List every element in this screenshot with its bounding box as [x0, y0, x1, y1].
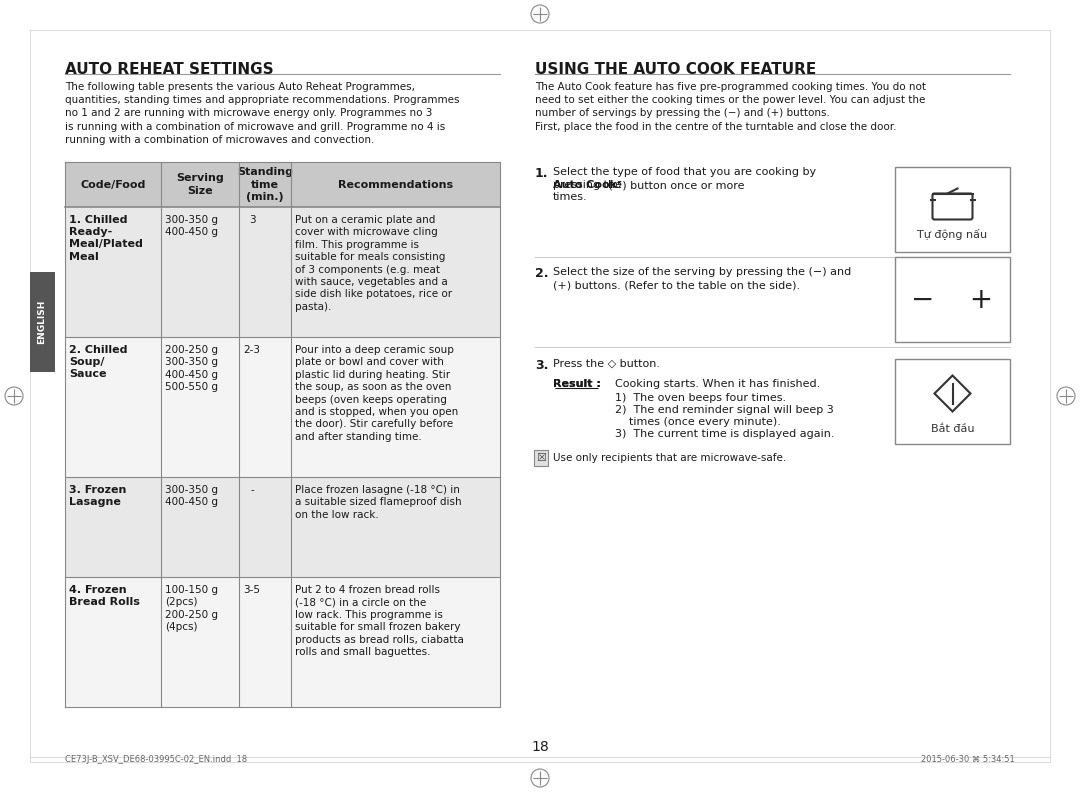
Text: Recommendations: Recommendations: [338, 180, 454, 189]
Text: times (once every minute).: times (once every minute).: [615, 417, 781, 427]
Text: 2. Chilled: 2. Chilled: [69, 345, 127, 355]
Text: Select the type of food that you are cooking by
pressing the: Select the type of food that you are coo…: [553, 167, 816, 190]
Bar: [65, 207, 500, 337]
Text: Use only recipients that are microwave-safe.: Use only recipients that are microwave-s…: [553, 453, 786, 463]
Text: Lasagne: Lasagne: [69, 497, 121, 507]
Text: Press the ◇ button.: Press the ◇ button.: [553, 359, 660, 369]
Text: Serving
Size: Serving Size: [176, 173, 224, 196]
Text: 100-150 g
(2pcs)
200-250 g
(4pcs): 100-150 g (2pcs) 200-250 g (4pcs): [164, 585, 218, 632]
Text: 4. Frozen: 4. Frozen: [69, 585, 126, 595]
Text: CE73J-B_XSV_DE68-03995C-02_EN.indd  18: CE73J-B_XSV_DE68-03995C-02_EN.indd 18: [65, 755, 247, 764]
Bar: [65, 477, 500, 577]
Text: Tự động nấu: Tự động nấu: [917, 229, 987, 240]
Text: -: -: [251, 485, 254, 495]
Text: 2-3: 2-3: [244, 345, 260, 355]
Text: times.: times.: [553, 192, 588, 202]
Text: Pour into a deep ceramic soup
plate or bowl and cover with
plastic lid during he: Pour into a deep ceramic soup plate or b…: [295, 345, 458, 442]
Text: Soup/
Sauce: Soup/ Sauce: [69, 357, 107, 379]
Text: Ready-
Meal/Plated
Meal: Ready- Meal/Plated Meal: [69, 227, 143, 262]
Text: 1)  The oven beeps four times.: 1) The oven beeps four times.: [615, 393, 786, 403]
Text: The following table presents the various Auto Reheat Programmes,
quantities, sta: The following table presents the various…: [65, 82, 459, 145]
Text: 300-350 g
400-450 g: 300-350 g 400-450 g: [164, 215, 218, 238]
Text: ENGLISH: ENGLISH: [38, 300, 46, 345]
FancyBboxPatch shape: [534, 450, 548, 466]
Text: 200-250 g
300-350 g
400-450 g
500-550 g: 200-250 g 300-350 g 400-450 g 500-550 g: [164, 345, 218, 392]
Text: 300-350 g
400-450 g: 300-350 g 400-450 g: [164, 485, 218, 508]
Bar: [65, 337, 500, 477]
Text: 2.: 2.: [535, 267, 549, 280]
Text: 3: 3: [248, 215, 255, 225]
Text: 18: 18: [531, 740, 549, 754]
Text: Result :: Result :: [553, 379, 600, 389]
Text: 3. Frozen: 3. Frozen: [69, 485, 126, 495]
FancyBboxPatch shape: [895, 359, 1010, 444]
Text: Bắt đầu: Bắt đầu: [931, 424, 974, 434]
Text: The Auto Cook feature has five pre-programmed cooking times. You do not
need to : The Auto Cook feature has five pre-progr…: [535, 82, 926, 131]
Bar: [65, 162, 500, 207]
Text: Bread Rolls: Bread Rolls: [69, 597, 140, 607]
Text: Put 2 to 4 frozen bread rolls
(-18 °C) in a circle on the
low rack. This program: Put 2 to 4 frozen bread rolls (-18 °C) i…: [295, 585, 464, 657]
Text: ☒: ☒: [536, 453, 546, 463]
Text: Auto Cook: Auto Cook: [553, 180, 617, 190]
Text: Cooking starts. When it has finished.: Cooking starts. When it has finished.: [615, 379, 820, 389]
Text: 2)  The end reminder signal will beep 3: 2) The end reminder signal will beep 3: [615, 405, 834, 415]
Text: 2015-06-30 ⌘ 5:34:51: 2015-06-30 ⌘ 5:34:51: [921, 755, 1015, 764]
Text: USING THE AUTO COOK FEATURE: USING THE AUTO COOK FEATURE: [535, 62, 816, 77]
FancyBboxPatch shape: [895, 257, 1010, 342]
Text: 3)  The current time is displayed again.: 3) The current time is displayed again.: [615, 429, 835, 439]
Text: Result :: Result :: [553, 379, 600, 389]
Text: 1.: 1.: [535, 167, 549, 180]
Text: 3.: 3.: [535, 359, 549, 372]
Text: 1. Chilled: 1. Chilled: [69, 215, 127, 225]
Text: 3-5: 3-5: [244, 585, 260, 595]
FancyBboxPatch shape: [895, 167, 1010, 252]
Text: Place frozen lasagne (-18 °C) in
a suitable sized flameproof dish
on the low rac: Place frozen lasagne (-18 °C) in a suita…: [295, 485, 462, 520]
Polygon shape: [30, 272, 55, 372]
Text: Select the size of the serving by pressing the (−) and
(+) buttons. (Refer to th: Select the size of the serving by pressi…: [553, 267, 851, 290]
Bar: [65, 577, 500, 707]
Text: Put on a ceramic plate and
cover with microwave cling
film. This programme is
su: Put on a ceramic plate and cover with mi…: [295, 215, 453, 312]
Text: Code/Food: Code/Food: [80, 180, 146, 189]
Text: AUTO REHEAT SETTINGS: AUTO REHEAT SETTINGS: [65, 62, 273, 77]
Text: −    +: − +: [912, 285, 994, 314]
Text: (↺) button once or more: (↺) button once or more: [605, 180, 744, 190]
Text: Standing
time
(min.): Standing time (min.): [238, 167, 293, 202]
